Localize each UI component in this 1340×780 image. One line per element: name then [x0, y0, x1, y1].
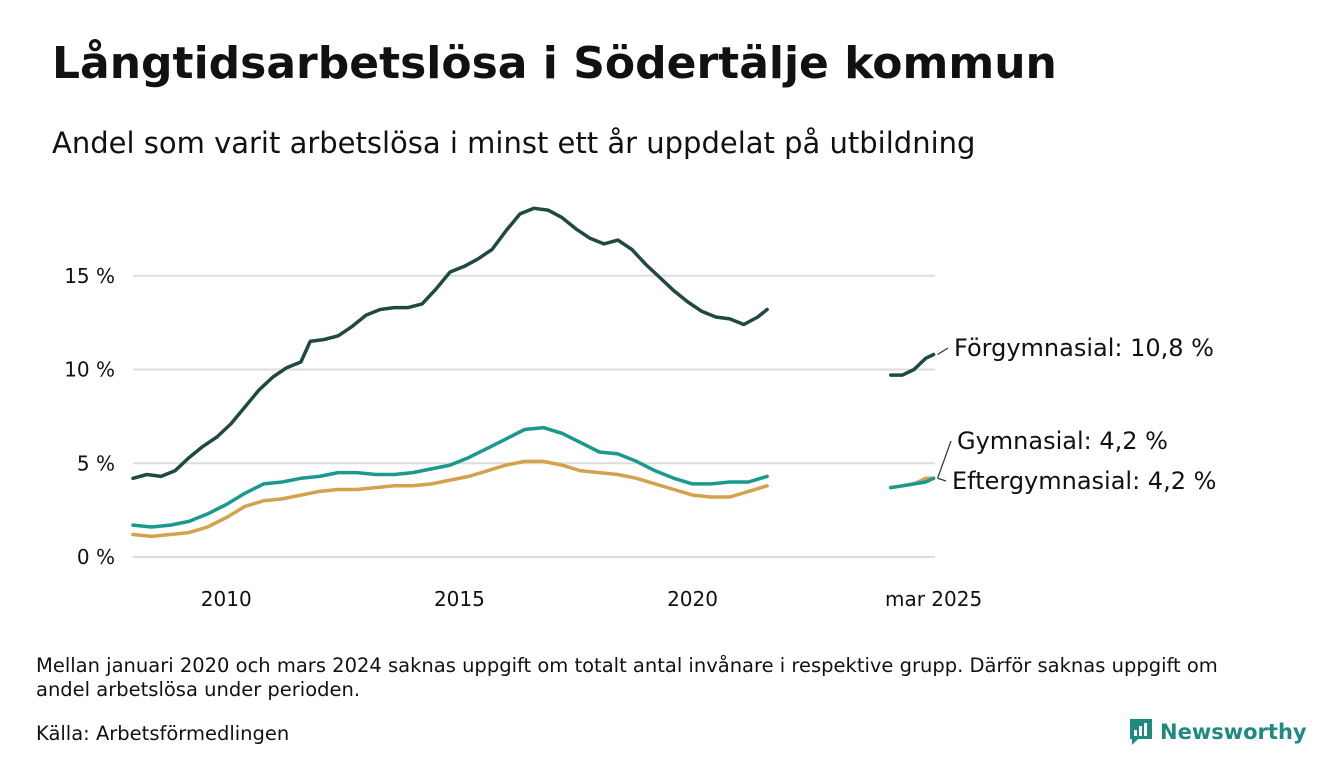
footnote: Mellan januari 2020 och mars 2024 saknas…	[36, 654, 1218, 701]
label-leader-line	[937, 477, 947, 482]
series-line-eftergymnasial	[131, 459, 769, 539]
source-note: Källa: Arbetsförmedlingen	[36, 722, 290, 745]
newsworthy-logo: Newsworthy	[1128, 717, 1307, 747]
series-lines	[131, 206, 936, 539]
series-label-gymnasial: Gymnasial: 4,2 %	[957, 427, 1168, 455]
grid-lines	[133, 274, 935, 558]
chart-subtitle: Andel som varit arbetslösa i minst ett å…	[52, 126, 976, 160]
x-tick-label: 2015	[434, 587, 485, 611]
series-line-gymnasial	[888, 476, 936, 490]
series-line-förgymnasial	[131, 206, 769, 481]
series-label-förgymnasial: Förgymnasial: 10,8 %	[954, 334, 1214, 362]
brand-name: Newsworthy	[1160, 720, 1307, 744]
label-leader-line	[937, 347, 949, 356]
series-line-förgymnasial	[888, 352, 936, 377]
y-axis-ticks: 0 % 5 % 10 % 15 %	[64, 264, 115, 569]
line-chart: 0 % 5 % 10 % 15 % 2010 2015 2020 mar 2025 Förg…	[64, 206, 1216, 611]
chart-title: Långtidsarbetslösa i Södertälje kommun	[52, 38, 1057, 89]
x-tick-label: 2010	[201, 587, 252, 611]
y-tick-label: 10 %	[64, 358, 115, 382]
series-line-gymnasial	[131, 425, 769, 529]
bar-chart-icon	[1130, 719, 1152, 745]
x-tick-label: 2020	[667, 587, 718, 611]
series-label-eftergymnasial: Eftergymnasial: 4,2 %	[952, 467, 1216, 495]
series-end-labels: Förgymnasial: 10,8 % Gymnasial: 4,2 % Efte…	[937, 334, 1216, 495]
y-tick-label: 15 %	[64, 264, 115, 288]
x-tick-label: mar 2025	[885, 587, 982, 611]
y-tick-label: 5 %	[77, 451, 115, 475]
label-leader-line	[937, 440, 952, 479]
x-axis-ticks: 2010 2015 2020 mar 2025	[201, 587, 982, 611]
y-tick-label: 0 %	[77, 545, 115, 569]
